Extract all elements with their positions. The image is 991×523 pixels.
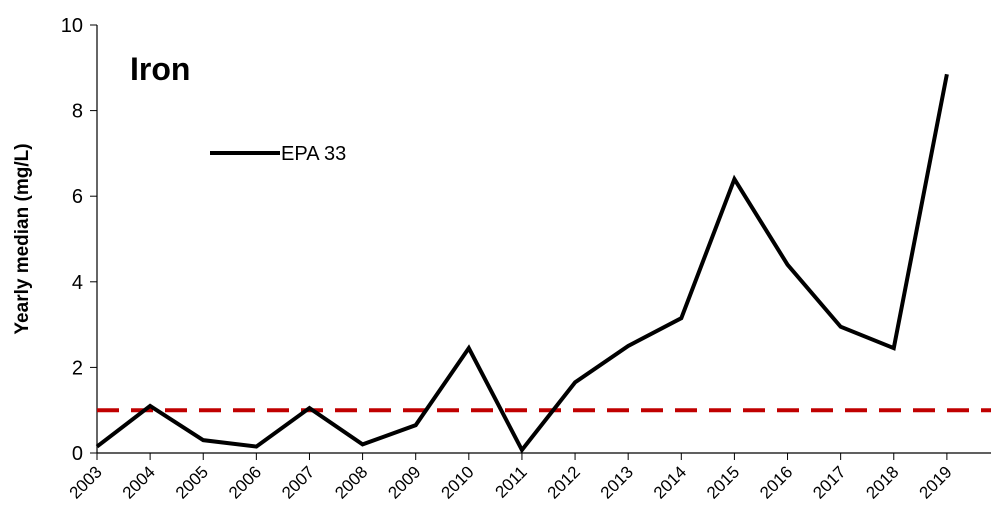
x-tick-label: 2016 [756,462,796,502]
x-tick-label: 2010 [437,462,477,502]
x-tick-label: 2011 [491,462,530,501]
x-tick-label: 2012 [544,462,584,502]
x-tick-label: 2013 [597,462,637,502]
y-tick-label: 10 [61,15,83,37]
x-tick-label: 2007 [278,462,318,502]
x-tick-label: 2015 [703,462,743,502]
x-tick-label: 2004 [119,462,159,502]
y-tick-label: 4 [72,272,83,294]
x-tick-label: 2005 [172,462,212,502]
y-axis-label: Yearly median (mg/L) [12,143,33,334]
x-tick-label: 2009 [384,462,424,502]
legend-label: EPA 33 [281,143,346,165]
x-tick-label: 2003 [66,462,106,502]
x-tick-label: 2018 [862,462,902,502]
y-tick-label: 0 [72,443,83,465]
data-line [95,73,949,454]
chart-title: Iron [130,51,190,87]
x-tick-label: 2017 [809,462,849,502]
x-tick-label: 2006 [225,462,265,502]
x-tick-label: 2019 [916,462,956,502]
x-tick-label: 2014 [650,462,690,502]
y-tick-label: 8 [72,101,83,123]
y-tick-label: 2 [72,357,83,379]
x-tick-label: 2008 [331,462,371,502]
y-tick-label: 6 [72,186,83,208]
